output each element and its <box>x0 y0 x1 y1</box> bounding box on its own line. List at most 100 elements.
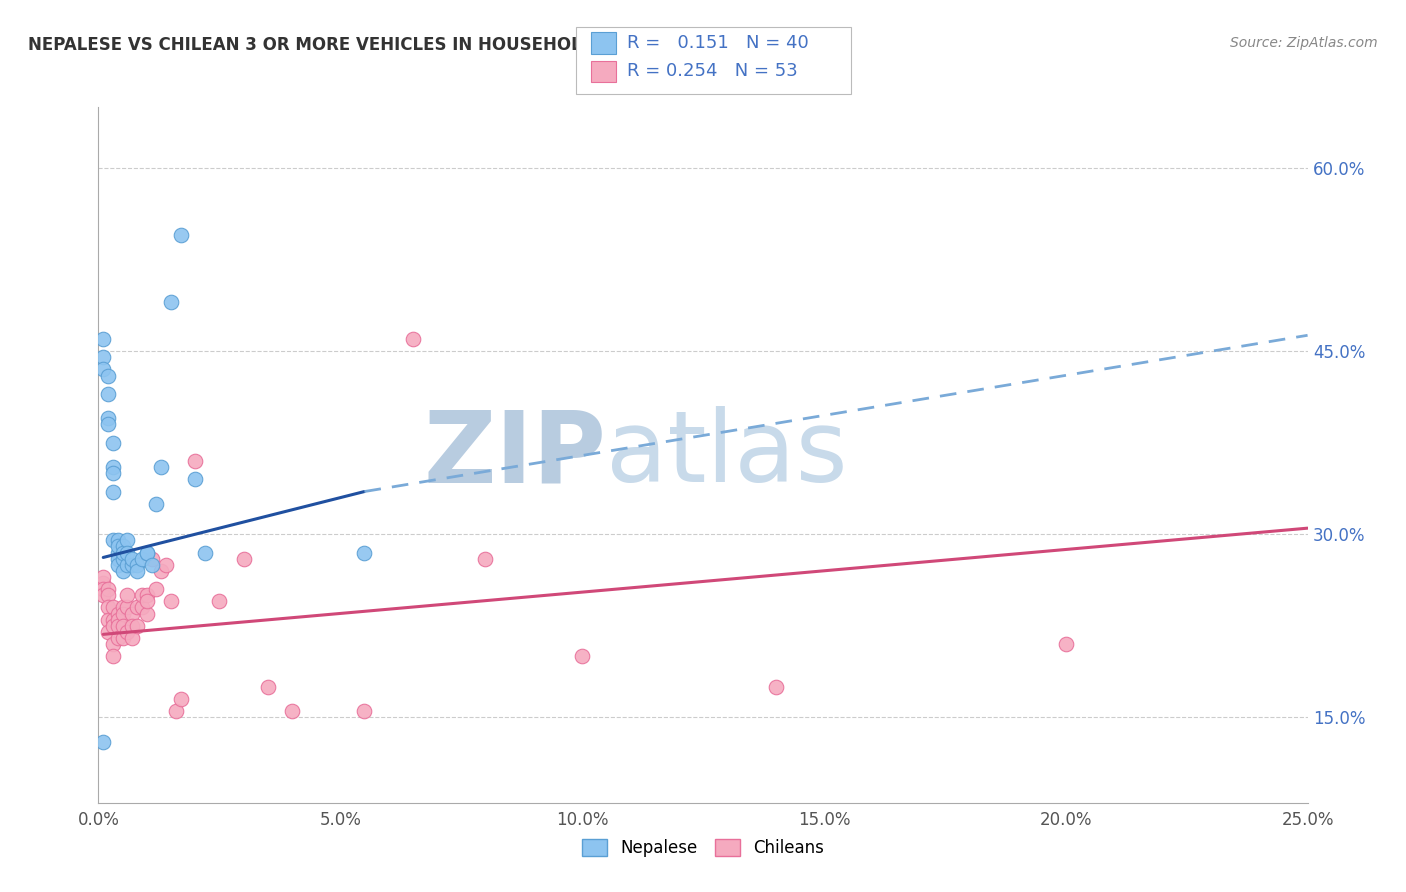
Legend: Nepalese, Chileans: Nepalese, Chileans <box>575 832 831 864</box>
Point <box>127 564 149 578</box>
Point <box>135 545 157 559</box>
Point <box>101 637 124 651</box>
Point <box>121 558 143 572</box>
Point <box>111 545 134 559</box>
Point <box>107 619 129 633</box>
Point <box>107 607 129 621</box>
Point <box>117 533 139 548</box>
Point <box>571 649 593 664</box>
Point <box>91 588 114 602</box>
Point <box>107 551 129 566</box>
Point <box>353 545 375 559</box>
Point <box>135 545 157 559</box>
Point <box>107 558 129 572</box>
Point <box>256 680 278 694</box>
Point <box>91 735 114 749</box>
Point <box>97 411 120 425</box>
Point <box>281 704 304 718</box>
Text: R =   0.151   N = 40: R = 0.151 N = 40 <box>627 34 808 52</box>
Point <box>121 631 143 645</box>
Point <box>91 576 114 591</box>
Text: Source: ZipAtlas.com: Source: ZipAtlas.com <box>1230 36 1378 50</box>
Text: R = 0.254   N = 53: R = 0.254 N = 53 <box>627 62 797 80</box>
Point <box>91 362 114 376</box>
Point <box>107 613 129 627</box>
Point <box>97 624 120 639</box>
Point <box>117 624 139 639</box>
Point <box>135 594 157 608</box>
Text: atlas: atlas <box>606 407 848 503</box>
Point <box>169 692 191 706</box>
Point <box>91 332 114 346</box>
Point <box>184 472 207 486</box>
Point <box>97 613 120 627</box>
Point <box>101 619 124 633</box>
Point <box>101 649 124 664</box>
Point <box>474 551 496 566</box>
Point <box>107 533 129 548</box>
Point <box>97 417 120 432</box>
Point <box>101 533 124 548</box>
Point <box>107 540 129 554</box>
Point <box>111 619 134 633</box>
Point <box>150 564 173 578</box>
Point <box>97 600 120 615</box>
Point <box>97 582 120 597</box>
Point <box>117 545 139 559</box>
Point <box>97 588 120 602</box>
Point <box>194 545 217 559</box>
Point <box>111 607 134 621</box>
Point <box>155 558 177 572</box>
Point <box>111 564 134 578</box>
Point <box>97 368 120 383</box>
Point <box>1054 637 1077 651</box>
Point <box>160 594 183 608</box>
Point <box>121 607 143 621</box>
Point <box>160 295 183 310</box>
Point <box>131 551 153 566</box>
Point <box>107 631 129 645</box>
Point <box>117 558 139 572</box>
Point <box>165 704 187 718</box>
Point <box>131 600 153 615</box>
Point <box>101 435 124 450</box>
Point <box>121 619 143 633</box>
Text: ZIP: ZIP <box>423 407 606 503</box>
Point <box>101 467 124 481</box>
Point <box>208 594 231 608</box>
Point <box>117 600 139 615</box>
Point <box>765 680 787 694</box>
Point <box>145 582 167 597</box>
Point <box>91 582 114 597</box>
Point <box>91 351 114 365</box>
Point <box>117 588 139 602</box>
Point <box>111 540 134 554</box>
Point <box>111 600 134 615</box>
Point <box>91 570 114 584</box>
Point <box>111 551 134 566</box>
Point <box>145 497 167 511</box>
Point <box>101 613 124 627</box>
Point <box>127 600 149 615</box>
Point <box>141 551 163 566</box>
Point <box>135 607 157 621</box>
Point <box>127 619 149 633</box>
Point <box>97 387 120 401</box>
Point <box>121 551 143 566</box>
Point <box>131 588 153 602</box>
Point <box>141 558 163 572</box>
Point <box>184 454 207 468</box>
Text: NEPALESE VS CHILEAN 3 OR MORE VEHICLES IN HOUSEHOLD CORRELATION CHART: NEPALESE VS CHILEAN 3 OR MORE VEHICLES I… <box>28 36 801 54</box>
Point <box>101 484 124 499</box>
Point <box>127 558 149 572</box>
Point <box>107 545 129 559</box>
Point <box>135 588 157 602</box>
Point <box>353 704 375 718</box>
Point <box>111 631 134 645</box>
Point <box>150 460 173 475</box>
Point <box>402 332 425 346</box>
Point <box>101 600 124 615</box>
Point <box>232 551 254 566</box>
Point <box>169 228 191 243</box>
Point <box>101 460 124 475</box>
